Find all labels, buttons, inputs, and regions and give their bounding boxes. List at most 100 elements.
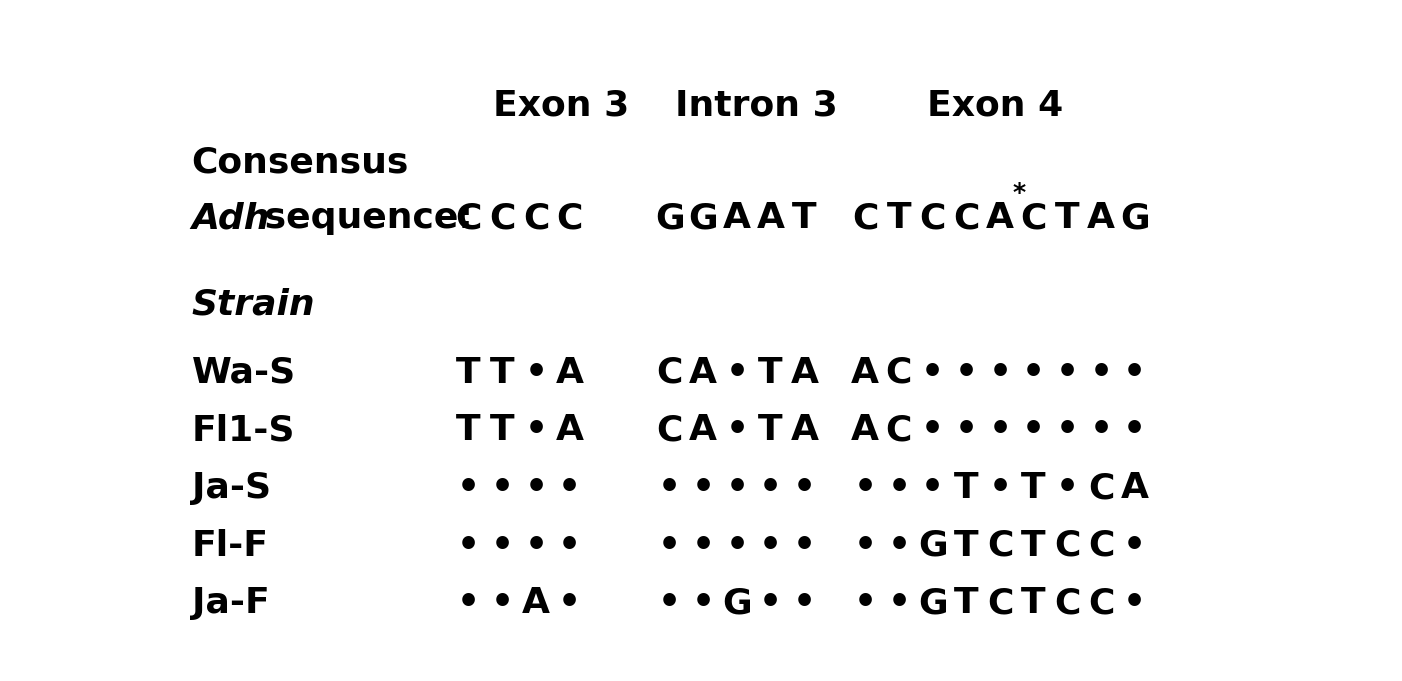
- Text: C: C: [1088, 528, 1115, 563]
- Text: T: T: [456, 355, 481, 390]
- Text: T: T: [758, 355, 782, 390]
- Text: T: T: [1021, 528, 1046, 563]
- Text: •: •: [988, 471, 1011, 505]
- Text: •: •: [1123, 586, 1147, 620]
- Text: •: •: [887, 471, 910, 505]
- Text: Consensus: Consensus: [192, 146, 409, 180]
- Text: *: *: [1012, 181, 1026, 205]
- Text: •: •: [658, 471, 681, 505]
- Text: •: •: [955, 413, 977, 447]
- Text: A: A: [986, 201, 1014, 235]
- Text: Fl1-S: Fl1-S: [192, 413, 294, 447]
- Text: •: •: [792, 471, 816, 505]
- Text: A: A: [522, 586, 550, 620]
- Text: C: C: [1054, 586, 1081, 620]
- Text: T: T: [792, 201, 817, 235]
- Text: A: A: [1087, 201, 1115, 235]
- Text: •: •: [691, 586, 715, 620]
- Text: •: •: [1022, 355, 1044, 390]
- Text: •: •: [792, 586, 816, 620]
- Text: A: A: [1120, 471, 1148, 505]
- Text: •: •: [887, 528, 910, 563]
- Text: C: C: [987, 528, 1014, 563]
- Text: •: •: [921, 471, 944, 505]
- Text: C: C: [953, 201, 980, 235]
- Text: •: •: [1123, 413, 1147, 447]
- Text: •: •: [691, 528, 715, 563]
- Text: T: T: [953, 586, 979, 620]
- Text: •: •: [1123, 528, 1147, 563]
- Text: A: A: [851, 413, 879, 447]
- Text: •: •: [558, 471, 582, 505]
- Text: •: •: [921, 355, 944, 390]
- Text: •: •: [725, 355, 749, 390]
- Text: T: T: [1021, 586, 1046, 620]
- Text: •: •: [457, 528, 479, 563]
- Text: •: •: [491, 528, 515, 563]
- Text: A: A: [690, 413, 718, 447]
- Text: A: A: [791, 413, 819, 447]
- Text: •: •: [658, 528, 681, 563]
- Text: G: G: [1120, 201, 1150, 235]
- Text: C: C: [1088, 471, 1115, 505]
- Text: C: C: [1088, 586, 1115, 620]
- Text: Ja-F: Ja-F: [192, 586, 269, 620]
- Text: Wa-S: Wa-S: [192, 355, 296, 390]
- Text: G: G: [655, 201, 684, 235]
- Text: C: C: [1021, 201, 1047, 235]
- Text: •: •: [1056, 471, 1080, 505]
- Text: G: G: [722, 586, 751, 620]
- Text: C: C: [987, 586, 1014, 620]
- Text: •: •: [955, 355, 977, 390]
- Text: C: C: [456, 201, 482, 235]
- Text: •: •: [1089, 413, 1113, 447]
- Text: •: •: [658, 586, 681, 620]
- Text: T: T: [953, 528, 979, 563]
- Text: •: •: [558, 586, 582, 620]
- Text: •: •: [491, 471, 515, 505]
- Text: •: •: [558, 528, 582, 563]
- Text: C: C: [920, 201, 946, 235]
- Text: A: A: [791, 355, 819, 390]
- Text: •: •: [725, 471, 749, 505]
- Text: •: •: [854, 471, 876, 505]
- Text: C: C: [886, 413, 913, 447]
- Text: C: C: [523, 201, 550, 235]
- Text: •: •: [1022, 413, 1044, 447]
- Text: T: T: [758, 413, 782, 447]
- Text: Ja-S: Ja-S: [192, 471, 271, 505]
- Text: C: C: [1054, 528, 1081, 563]
- Text: Fl-F: Fl-F: [192, 528, 269, 563]
- Text: C: C: [557, 201, 583, 235]
- Text: •: •: [988, 413, 1011, 447]
- Text: T: T: [489, 355, 515, 390]
- Text: G: G: [688, 201, 718, 235]
- Text: •: •: [1056, 355, 1080, 390]
- Text: A: A: [851, 355, 879, 390]
- Text: C: C: [656, 413, 683, 447]
- Text: •: •: [988, 355, 1011, 390]
- Text: A: A: [757, 201, 785, 235]
- Text: •: •: [491, 586, 515, 620]
- Text: Adh: Adh: [192, 201, 271, 235]
- Text: •: •: [921, 413, 944, 447]
- Text: C: C: [656, 355, 683, 390]
- Text: •: •: [524, 471, 548, 505]
- Text: •: •: [792, 528, 816, 563]
- Text: •: •: [758, 471, 782, 505]
- Text: T: T: [1021, 471, 1046, 505]
- Text: G: G: [918, 586, 948, 620]
- Text: sequence:: sequence:: [252, 201, 472, 235]
- Text: •: •: [1056, 413, 1080, 447]
- Text: C: C: [886, 355, 913, 390]
- Text: •: •: [725, 528, 749, 563]
- Text: A: A: [555, 413, 583, 447]
- Text: T: T: [953, 471, 979, 505]
- Text: T: T: [456, 413, 481, 447]
- Text: A: A: [555, 355, 583, 390]
- Text: T: T: [489, 413, 515, 447]
- Text: •: •: [854, 586, 876, 620]
- Text: A: A: [723, 201, 751, 235]
- Text: C: C: [489, 201, 516, 235]
- Text: G: G: [918, 528, 948, 563]
